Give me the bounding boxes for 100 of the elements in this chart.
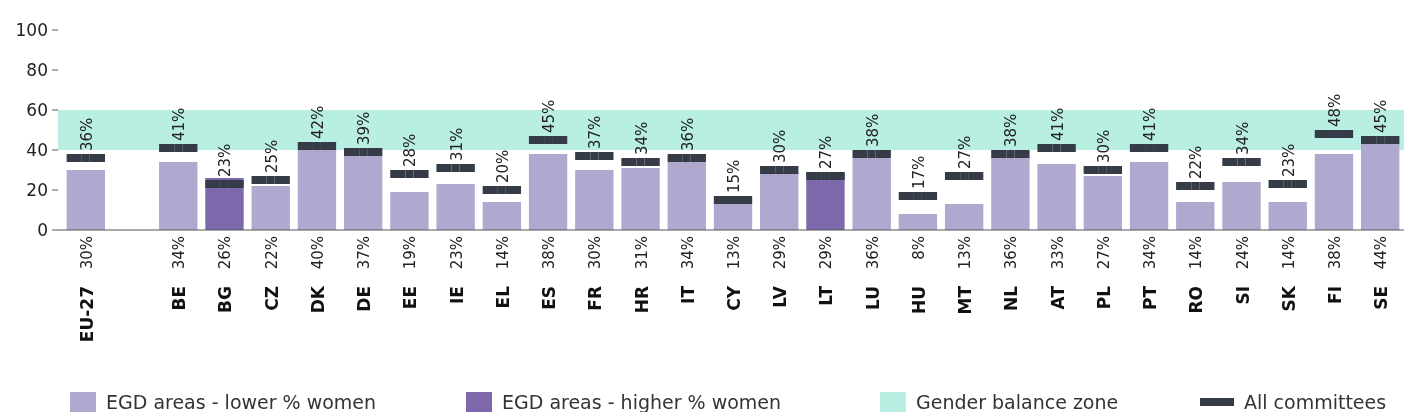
legend-label: EGD areas - lower % women [106, 390, 377, 412]
data-label: 45% [1372, 99, 1391, 133]
data-label: 19% [401, 236, 420, 270]
data-label: 29% [771, 236, 790, 270]
y-tick-label: 80 [26, 59, 48, 80]
x-tick-label: IE [446, 286, 467, 304]
data-label: 31% [447, 127, 466, 161]
point [312, 142, 321, 150]
point [81, 154, 90, 162]
data-label: 23% [216, 143, 235, 177]
legend-label: Gender balance zone [916, 390, 1119, 412]
point [266, 176, 275, 184]
legend-label: EGD areas - higher % women [502, 390, 782, 412]
data-label: 23% [1279, 143, 1298, 177]
point [1191, 182, 1200, 190]
data-label: 14% [1187, 236, 1206, 270]
y-tick-label: 0 [37, 219, 48, 240]
data-label: 27% [1094, 236, 1113, 270]
point [359, 148, 368, 156]
data-label: 33% [1048, 236, 1067, 270]
data-label: 38% [863, 113, 882, 147]
data-label: 23% [447, 236, 466, 270]
data-label: 30% [1094, 129, 1113, 163]
point [1098, 166, 1107, 174]
data-label: 41% [1048, 107, 1067, 141]
x-tick-label: RO [1186, 286, 1207, 314]
data-label: 31% [632, 236, 651, 270]
x-tick-label: DK [307, 285, 328, 314]
x-tick-label: ES [539, 286, 560, 310]
x-tick-label: PL [1093, 285, 1114, 310]
point [451, 164, 460, 172]
data-label: 25% [262, 139, 281, 173]
x-tick-label: SI [1232, 286, 1253, 305]
data-label: 48% [1325, 93, 1344, 127]
point [1052, 144, 1061, 152]
x-tick-label: CZ [261, 286, 282, 311]
data-label: 28% [401, 133, 420, 167]
data-label: 38% [1002, 113, 1021, 147]
data-label: 37% [586, 115, 605, 149]
data-label: 34% [1141, 236, 1160, 270]
bar [1176, 202, 1215, 230]
data-label: 27% [956, 135, 975, 169]
x-tick-label: AT [1047, 285, 1068, 310]
y-tick-label: 100 [15, 19, 48, 40]
data-label: 17% [909, 155, 928, 189]
data-label: 36% [77, 117, 96, 151]
data-label: 36% [678, 117, 697, 151]
x-tick-label: SK [1278, 285, 1299, 312]
data-label: 38% [1325, 236, 1344, 270]
data-label: 40% [308, 236, 327, 270]
data-label: 34% [678, 236, 697, 270]
data-label: 37% [355, 236, 374, 270]
point [867, 150, 876, 158]
data-label: 41% [170, 107, 189, 141]
data-label: 38% [540, 236, 559, 270]
x-tick-label: SE [1371, 286, 1392, 310]
bar [528, 154, 568, 230]
x-tick-label: PT [1140, 285, 1161, 311]
bar [898, 214, 938, 230]
data-label: 20% [493, 149, 512, 183]
point [405, 170, 414, 178]
data-label: 14% [493, 236, 512, 270]
point [590, 152, 599, 160]
data-label: 29% [817, 236, 836, 270]
point [220, 180, 229, 188]
data-label: 30% [771, 129, 790, 163]
x-tick-label: LT [816, 285, 837, 306]
bar [436, 184, 475, 230]
x-tick-label: EL [492, 285, 513, 309]
point [1237, 158, 1246, 166]
point [1376, 136, 1385, 144]
x-tick-label: FR [585, 286, 606, 311]
legend-label: All committees [1244, 390, 1387, 412]
data-label: 45% [540, 99, 559, 133]
point [636, 158, 645, 166]
x-tick-label: EU-27 [76, 286, 97, 343]
x-tick-label: EE [400, 286, 421, 310]
y-tick-label: 40 [26, 139, 48, 160]
y-tick-label: 20 [26, 179, 48, 200]
x-tick-label: CY [724, 285, 744, 311]
x-tick-label: FI [1324, 286, 1345, 304]
data-label: 44% [1372, 236, 1391, 270]
point [821, 172, 830, 180]
point [960, 172, 969, 180]
x-tick-label: HU [908, 286, 929, 315]
point [1145, 144, 1154, 152]
data-label: 34% [632, 121, 651, 155]
data-label: 8% [909, 236, 928, 260]
point [544, 136, 553, 144]
point [1329, 130, 1338, 138]
bar [944, 204, 984, 230]
bar [482, 202, 522, 230]
data-label: 36% [1002, 236, 1021, 270]
data-label: 36% [863, 236, 882, 270]
data-label: 30% [77, 236, 96, 270]
x-tick-label: BG [215, 286, 236, 313]
data-label: 34% [1233, 121, 1252, 155]
data-label: 34% [170, 236, 189, 270]
point [174, 144, 183, 152]
data-label: 13% [956, 236, 975, 270]
